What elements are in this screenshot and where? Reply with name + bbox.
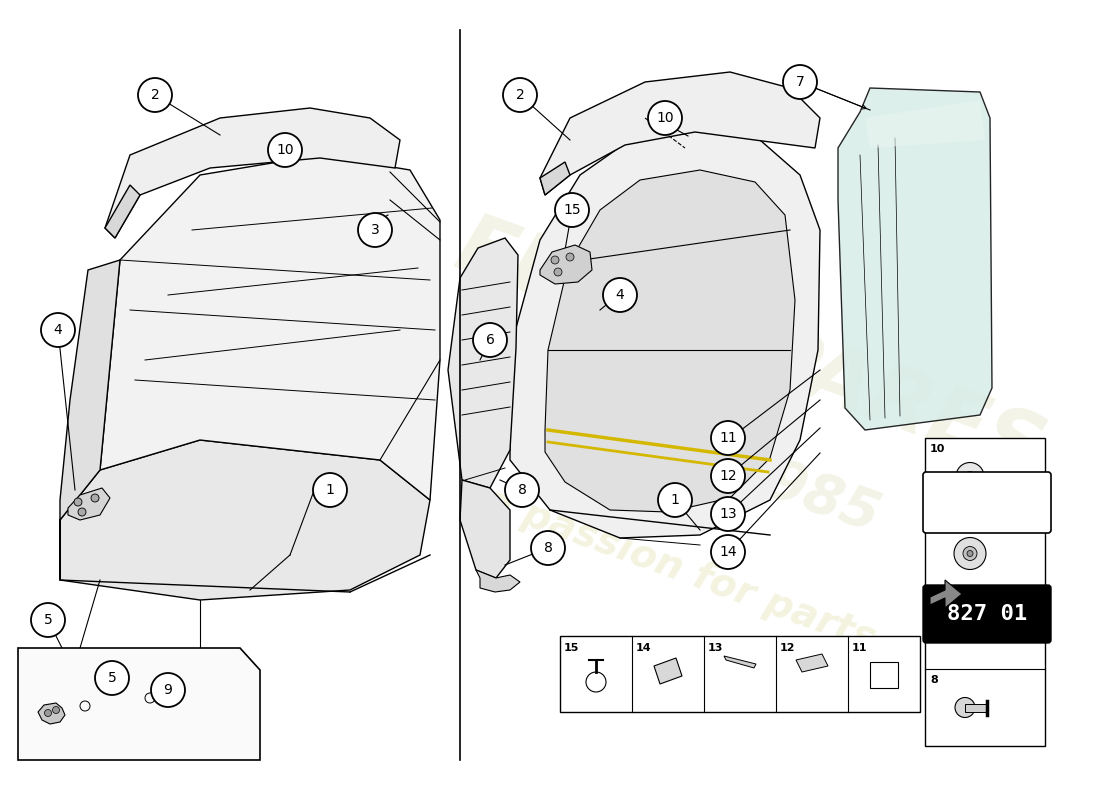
Text: 2: 2 (151, 88, 160, 102)
Text: 14: 14 (719, 545, 737, 559)
Polygon shape (540, 72, 820, 195)
Polygon shape (104, 185, 140, 238)
Bar (870, 662, 898, 688)
Text: 15: 15 (564, 643, 580, 653)
Text: 827 01: 827 01 (947, 604, 1027, 624)
Circle shape (53, 706, 59, 714)
Circle shape (711, 497, 745, 531)
Text: 5: 5 (44, 613, 53, 627)
Polygon shape (460, 480, 510, 578)
Circle shape (711, 421, 745, 455)
Polygon shape (68, 488, 110, 520)
Circle shape (603, 278, 637, 312)
Circle shape (531, 531, 565, 565)
Circle shape (138, 78, 172, 112)
Text: 13: 13 (719, 507, 737, 521)
Circle shape (648, 101, 682, 135)
Text: a passion for parts: a passion for parts (480, 482, 880, 658)
Bar (925, 438, 1045, 746)
Text: 8: 8 (543, 541, 552, 555)
Circle shape (44, 710, 52, 717)
Circle shape (566, 253, 574, 261)
Circle shape (658, 483, 692, 517)
Polygon shape (476, 570, 520, 592)
Polygon shape (448, 238, 518, 488)
Polygon shape (60, 440, 430, 600)
Circle shape (965, 471, 975, 482)
Bar (954, 622, 978, 638)
Circle shape (967, 550, 974, 557)
Polygon shape (540, 162, 570, 195)
Text: 1: 1 (671, 493, 680, 507)
Polygon shape (104, 108, 400, 238)
Circle shape (711, 459, 745, 493)
Text: 5: 5 (108, 671, 117, 685)
Circle shape (151, 673, 185, 707)
Text: 1: 1 (326, 483, 334, 497)
Polygon shape (60, 260, 120, 580)
Circle shape (74, 498, 82, 506)
Circle shape (505, 473, 539, 507)
Circle shape (473, 323, 507, 357)
Polygon shape (654, 658, 682, 684)
Text: 4: 4 (930, 521, 938, 531)
Circle shape (551, 256, 559, 264)
Text: 14: 14 (636, 643, 651, 653)
Text: 6: 6 (485, 333, 494, 347)
Polygon shape (100, 155, 440, 500)
Polygon shape (510, 128, 820, 538)
Bar (965, 703, 987, 711)
Polygon shape (865, 100, 984, 148)
Polygon shape (838, 88, 992, 430)
Text: since 1985: since 1985 (553, 377, 887, 543)
Text: 15: 15 (563, 203, 581, 217)
Circle shape (956, 462, 984, 490)
Text: 10: 10 (930, 444, 945, 454)
Text: 3: 3 (371, 223, 380, 237)
Circle shape (962, 546, 977, 561)
Circle shape (954, 538, 986, 570)
Text: 4: 4 (54, 323, 63, 337)
Polygon shape (544, 170, 795, 512)
Text: 11: 11 (719, 431, 737, 445)
Circle shape (91, 494, 99, 502)
Circle shape (314, 473, 346, 507)
Polygon shape (18, 648, 260, 760)
Polygon shape (930, 580, 962, 608)
FancyBboxPatch shape (923, 585, 1050, 643)
Text: 8: 8 (930, 675, 937, 685)
Bar (560, 636, 920, 712)
Circle shape (503, 78, 537, 112)
Text: 9: 9 (164, 683, 173, 697)
Circle shape (955, 698, 975, 718)
Circle shape (95, 661, 129, 695)
Text: 11: 11 (852, 643, 868, 653)
Text: 4: 4 (616, 288, 625, 302)
Circle shape (41, 313, 75, 347)
Circle shape (554, 268, 562, 276)
Circle shape (31, 603, 65, 637)
Circle shape (78, 508, 86, 516)
Text: 13: 13 (708, 643, 724, 653)
Polygon shape (39, 703, 65, 724)
Text: 2: 2 (516, 88, 525, 102)
Text: 10: 10 (276, 143, 294, 157)
Polygon shape (724, 656, 756, 668)
Text: 12: 12 (719, 469, 737, 483)
Polygon shape (540, 245, 592, 284)
Text: 7: 7 (795, 75, 804, 89)
Circle shape (783, 65, 817, 99)
FancyBboxPatch shape (923, 472, 1050, 533)
Circle shape (556, 193, 588, 227)
Circle shape (358, 213, 392, 247)
Circle shape (268, 133, 302, 167)
Text: 10: 10 (657, 111, 674, 125)
Polygon shape (796, 654, 828, 672)
Text: 8: 8 (518, 483, 527, 497)
Text: 12: 12 (780, 643, 795, 653)
Text: EUROSPARES: EUROSPARES (446, 206, 1055, 494)
Text: 5: 5 (930, 598, 937, 608)
Circle shape (711, 535, 745, 569)
